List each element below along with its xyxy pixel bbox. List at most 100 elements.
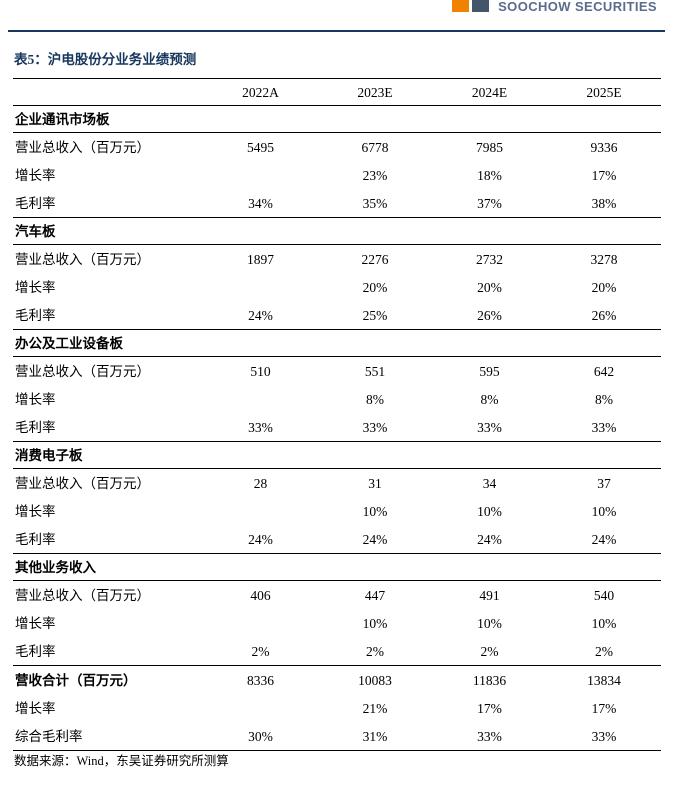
- cell-value: 23%: [362, 167, 388, 183]
- cell-value: 21%: [362, 700, 388, 716]
- cell-value: 406: [250, 587, 271, 603]
- table-row: 增长率 10% 10% 10%: [13, 609, 661, 637]
- row-label: 综合毛利率: [13, 722, 203, 751]
- row-label: 增长率: [15, 279, 56, 295]
- row-label: 营业总收入（百万元）: [15, 363, 150, 379]
- cell-value: 18%: [477, 167, 502, 183]
- table-row: 增长率 20% 20% 20%: [13, 273, 661, 301]
- cell-value: 37: [597, 475, 611, 491]
- cell-value: 2%: [480, 643, 499, 659]
- cell-value: 20%: [477, 279, 502, 295]
- cell-value: 491: [479, 587, 500, 603]
- brand-name: SOOCHOW SECURITIES: [498, 0, 657, 14]
- cell-value: 10083: [318, 665, 432, 694]
- cell-value: 551: [364, 363, 386, 379]
- table-row: 营业总收入（百万元） 5495 6778 7985 9336: [13, 133, 661, 162]
- cell-value: 30%: [203, 722, 318, 751]
- cell-value: 595: [479, 363, 500, 379]
- cell-value: 642: [593, 363, 615, 379]
- cell-value: 17%: [591, 167, 617, 183]
- table-row: 营业总收入（百万元） 1897 2276 2732 3278: [13, 245, 661, 274]
- corner-cell: [13, 78, 203, 106]
- cell-value: 447: [364, 587, 386, 603]
- cell-value: 33%: [547, 722, 661, 751]
- section-title: 汽车板: [13, 217, 661, 245]
- cell-value: 13834: [547, 665, 661, 694]
- data-source: 数据来源：Wind，东吴证券研究所测算: [14, 754, 229, 768]
- cell-value: 10%: [477, 503, 502, 519]
- column-header: 2025E: [547, 78, 661, 106]
- row-label: 增长率: [15, 700, 56, 716]
- row-label: 营业总收入（百万元）: [15, 587, 150, 603]
- row-label: 营业总收入（百万元）: [15, 475, 150, 491]
- cell-value: 20%: [362, 279, 388, 295]
- table-row: 营业总收入（百万元） 510 551 595 642: [13, 357, 661, 386]
- brand-logo: SOOCHOW SECURITIES: [452, 0, 657, 13]
- table-title: 表5：沪电股份分业务业绩预测: [14, 52, 197, 67]
- logo-orange-square: [452, 0, 470, 12]
- cell-value: 8%: [366, 391, 384, 407]
- column-header: 2024E: [432, 78, 547, 106]
- cell-value: 38%: [591, 195, 617, 211]
- row-label: 毛利率: [15, 307, 56, 323]
- summary-row: 增长率 21% 17% 17%: [13, 694, 661, 722]
- row-label: 增长率: [15, 615, 56, 631]
- cell-value: 10%: [477, 615, 502, 631]
- row-label: 毛利率: [15, 419, 56, 435]
- cell-value: [203, 385, 318, 413]
- section-header-row: 汽车板: [13, 217, 661, 245]
- cell-value: 31: [368, 475, 382, 491]
- soochow-logo-icon: [452, 0, 490, 12]
- cell-value: 10%: [591, 615, 617, 631]
- section-title: 办公及工业设备板: [13, 329, 661, 357]
- cell-value: 540: [593, 587, 615, 603]
- row-label: 毛利率: [15, 195, 56, 211]
- cell-value: 510: [250, 363, 271, 379]
- logo-blue-square: [472, 0, 490, 12]
- cell-value: 20%: [591, 279, 617, 295]
- row-label: 营业总收入（百万元）: [15, 251, 150, 267]
- cell-value: 24%: [591, 531, 617, 547]
- column-header: 2023E: [318, 78, 432, 106]
- cell-value: 33%: [591, 419, 617, 435]
- cell-value: 10%: [591, 503, 617, 519]
- table-row: 毛利率 24% 24% 24% 24%: [13, 525, 661, 554]
- cell-value: 2%: [251, 643, 270, 659]
- cell-value: 8%: [595, 391, 613, 407]
- section-header-row: 企业通讯市场板: [13, 105, 661, 133]
- cell-value: 26%: [477, 307, 502, 323]
- table-row: 营业总收入（百万元） 406 447 491 540: [13, 581, 661, 610]
- row-label: 增长率: [15, 167, 56, 183]
- column-header-row: 2022A 2023E 2024E 2025E: [13, 78, 661, 106]
- cell-value: [203, 609, 318, 637]
- cell-value: [203, 694, 318, 722]
- cell-value: 8%: [480, 391, 499, 407]
- cell-value: 9336: [590, 139, 618, 155]
- cell-value: [203, 497, 318, 525]
- cell-value: 24%: [362, 531, 388, 547]
- section-title: 企业通讯市场板: [13, 105, 661, 133]
- table-row: 毛利率 24% 25% 26% 26%: [13, 301, 661, 330]
- cell-value: 5495: [247, 139, 274, 155]
- table-row: 增长率 23% 18% 17%: [13, 161, 661, 189]
- cell-value: 2%: [595, 643, 613, 659]
- cell-value: 24%: [248, 307, 273, 323]
- row-label: 毛利率: [15, 643, 56, 659]
- table-row: 毛利率 34% 35% 37% 38%: [13, 189, 661, 218]
- table-row: 毛利率 33% 33% 33% 33%: [13, 413, 661, 442]
- row-label: 营业总收入（百万元）: [15, 139, 150, 155]
- cell-value: 33%: [362, 419, 388, 435]
- table-row: 毛利率 2% 2% 2% 2%: [13, 637, 661, 666]
- section-header-row: 办公及工业设备板: [13, 329, 661, 357]
- cell-value: 10%: [362, 503, 388, 519]
- cell-value: 33%: [432, 722, 547, 751]
- cell-value: 35%: [362, 195, 388, 211]
- cell-value: 34%: [248, 195, 273, 211]
- cell-value: 33%: [477, 419, 502, 435]
- header-divider: [8, 30, 665, 32]
- forecast-table-body: 2022A 2023E 2024E 2025E 企业通讯市场板营业总收入（百万元） 549…: [13, 78, 661, 751]
- cell-value: 2732: [476, 251, 503, 267]
- table-row: 增长率 8% 8% 8%: [13, 385, 661, 413]
- cell-value: 7985: [476, 139, 503, 155]
- cell-value: 26%: [591, 307, 617, 323]
